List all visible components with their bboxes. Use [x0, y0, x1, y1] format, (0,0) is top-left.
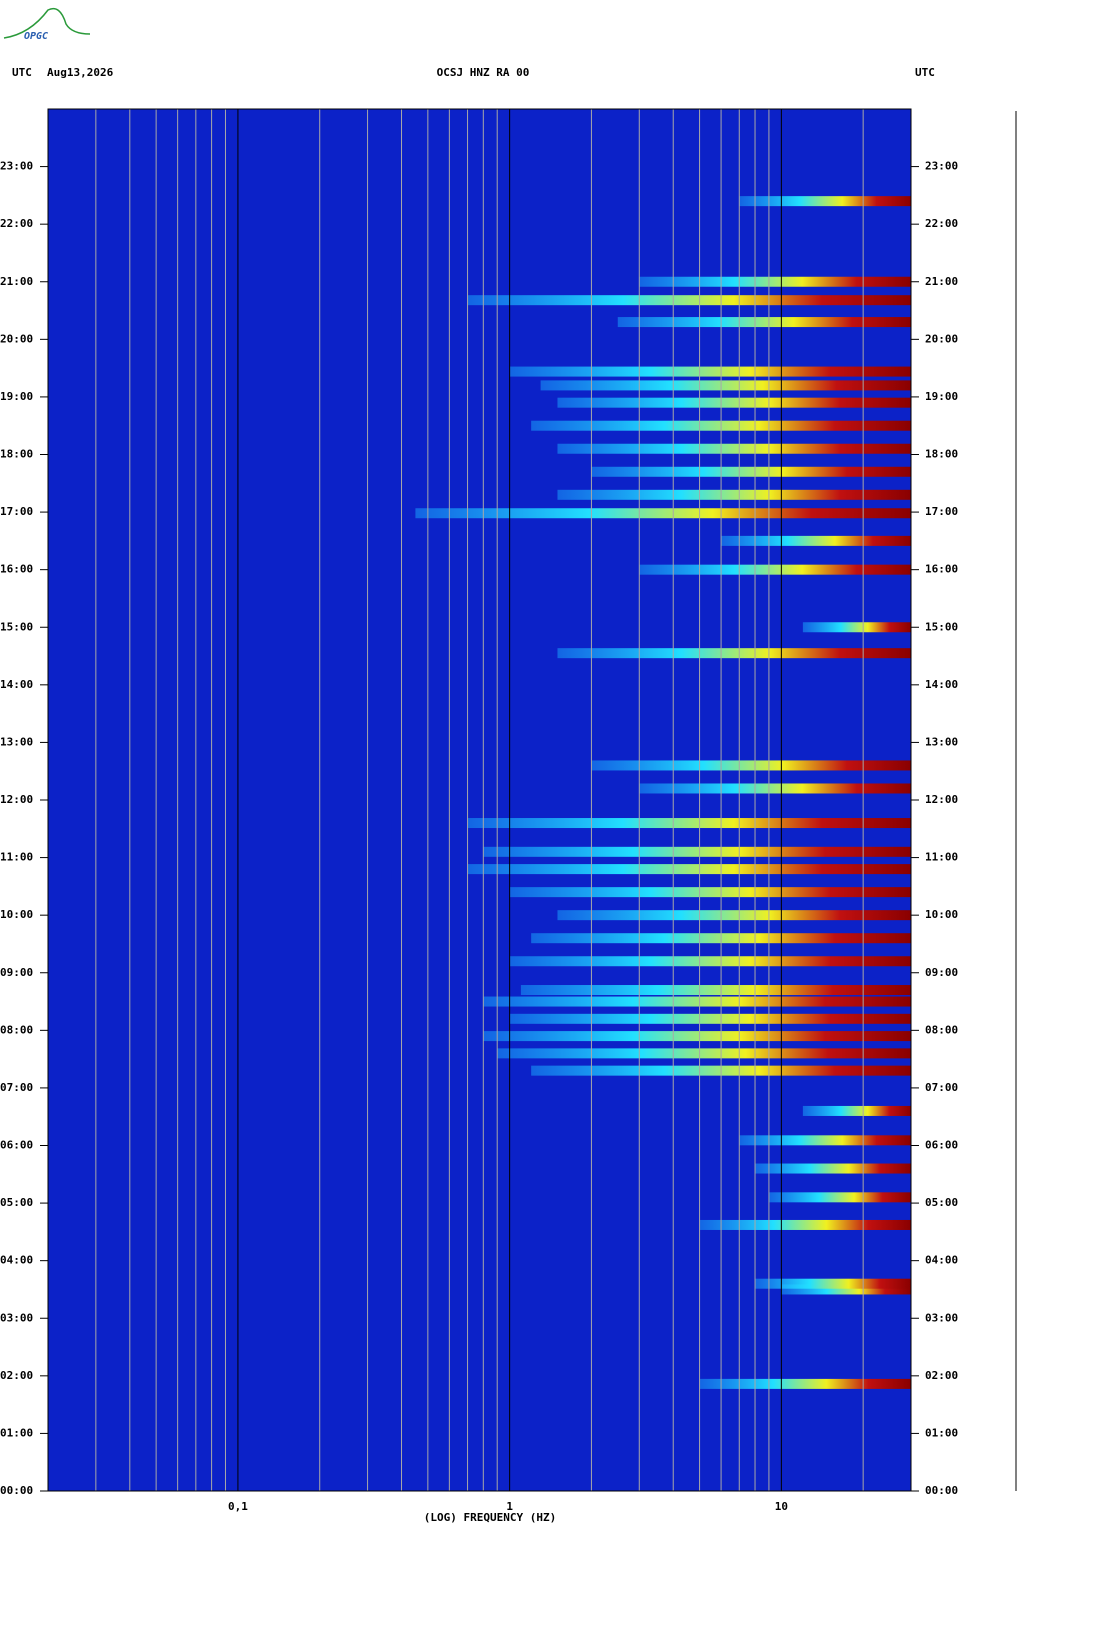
logo-mark	[3, 7, 91, 39]
y-tick-label: 05:00	[0, 1196, 33, 1209]
burst	[617, 317, 911, 328]
x-tick-label: 1	[506, 1500, 513, 1513]
burst	[467, 818, 911, 829]
burst	[699, 1378, 911, 1389]
burst	[520, 985, 911, 996]
y-tick-label: 06:00	[0, 1139, 33, 1152]
burst	[509, 366, 911, 377]
burst	[739, 1135, 911, 1146]
burst	[755, 1278, 911, 1289]
y-tick-label-right: 21:00	[925, 275, 958, 288]
burst	[509, 1013, 911, 1024]
y-tick-label-right: 00:00	[925, 1484, 958, 1497]
burst	[802, 622, 911, 633]
y-tick-label: 22:00	[0, 217, 33, 230]
y-tick-label: 21:00	[0, 275, 33, 288]
y-tick-label: 18:00	[0, 448, 33, 461]
burst	[781, 1284, 911, 1295]
y-tick-label: 19:00	[0, 390, 33, 403]
y-tick-label-right: 14:00	[925, 678, 958, 691]
y-tick-label-right: 05:00	[925, 1196, 958, 1209]
y-tick-label: 01:00	[0, 1426, 33, 1439]
burst	[557, 397, 911, 408]
x-tick-label: 0,1	[228, 1500, 248, 1513]
x-axis-label: (LOG) FREQUENCY (HZ)	[424, 1511, 556, 1524]
y-tick-label-right: 01:00	[925, 1426, 958, 1439]
y-tick-label: 10:00	[0, 908, 33, 921]
y-tick-label-right: 19:00	[925, 390, 958, 403]
burst	[557, 489, 911, 500]
y-tick-label: 07:00	[0, 1081, 33, 1094]
y-tick-label-right: 22:00	[925, 217, 958, 230]
y-tick-label: 15:00	[0, 620, 33, 633]
y-tick-label-right: 11:00	[925, 851, 958, 864]
y-tick-label: 11:00	[0, 851, 33, 864]
x-tick-label: 10	[775, 1500, 788, 1513]
y-tick-label: 16:00	[0, 563, 33, 576]
logo: OPGC	[24, 31, 48, 42]
burst	[483, 846, 911, 857]
y-tick-label-right: 16:00	[925, 563, 958, 576]
burst	[540, 380, 911, 391]
plot-frame	[47, 108, 912, 1492]
y-tick-label: 23:00	[0, 160, 33, 173]
burst	[755, 1163, 911, 1174]
burst	[802, 1105, 911, 1116]
burst	[497, 1048, 911, 1059]
y-tick-label: 13:00	[0, 735, 33, 748]
burst	[591, 466, 911, 477]
burst	[639, 564, 911, 575]
burst	[509, 887, 911, 898]
y-tick-label-right: 06:00	[925, 1139, 958, 1152]
y-tick-label-right: 03:00	[925, 1311, 958, 1324]
burst	[721, 535, 911, 546]
spectrogram-background	[48, 109, 911, 1491]
y-tick-label: 17:00	[0, 505, 33, 518]
y-tick-label-right: 04:00	[925, 1254, 958, 1267]
burst	[467, 864, 911, 875]
y-tick-label-right: 17:00	[925, 505, 958, 518]
y-tick-label-right: 10:00	[925, 908, 958, 921]
y-tick-label-right: 20:00	[925, 332, 958, 345]
burst	[768, 1192, 911, 1203]
burst	[557, 443, 911, 454]
burst	[739, 196, 911, 207]
y-tick-label: 08:00	[0, 1023, 33, 1036]
burst	[467, 295, 911, 306]
y-tick-label-right: 09:00	[925, 966, 958, 979]
chart-title: OCSJ HNZ RA 00	[437, 66, 530, 79]
y-tick-label: 20:00	[0, 332, 33, 345]
burst	[591, 760, 911, 771]
left-label: UTC	[12, 66, 32, 79]
y-tick-label: 03:00	[0, 1311, 33, 1324]
burst	[483, 1031, 911, 1042]
burst	[415, 508, 911, 519]
y-tick-label-right: 13:00	[925, 735, 958, 748]
y-tick-label-right: 23:00	[925, 160, 958, 173]
burst	[639, 276, 911, 287]
burst	[557, 648, 911, 659]
y-tick-label: 12:00	[0, 793, 33, 806]
y-tick-label-right: 12:00	[925, 793, 958, 806]
y-tick-label-right: 08:00	[925, 1023, 958, 1036]
burst	[639, 783, 911, 794]
y-tick-label: 04:00	[0, 1254, 33, 1267]
y-tick-label: 02:00	[0, 1369, 33, 1382]
y-tick-label-right: 07:00	[925, 1081, 958, 1094]
burst	[557, 910, 911, 921]
burst	[699, 1219, 911, 1230]
y-tick-label: 14:00	[0, 678, 33, 691]
y-tick-label-right: 15:00	[925, 620, 958, 633]
right-label: UTC	[915, 66, 935, 79]
y-tick-label: 00:00	[0, 1484, 33, 1497]
burst	[509, 956, 911, 967]
date: Aug13,2026	[47, 66, 114, 79]
y-tick-label-right: 18:00	[925, 448, 958, 461]
y-tick-label: 09:00	[0, 966, 33, 979]
y-tick-label-right: 02:00	[925, 1369, 958, 1382]
burst	[483, 996, 911, 1007]
